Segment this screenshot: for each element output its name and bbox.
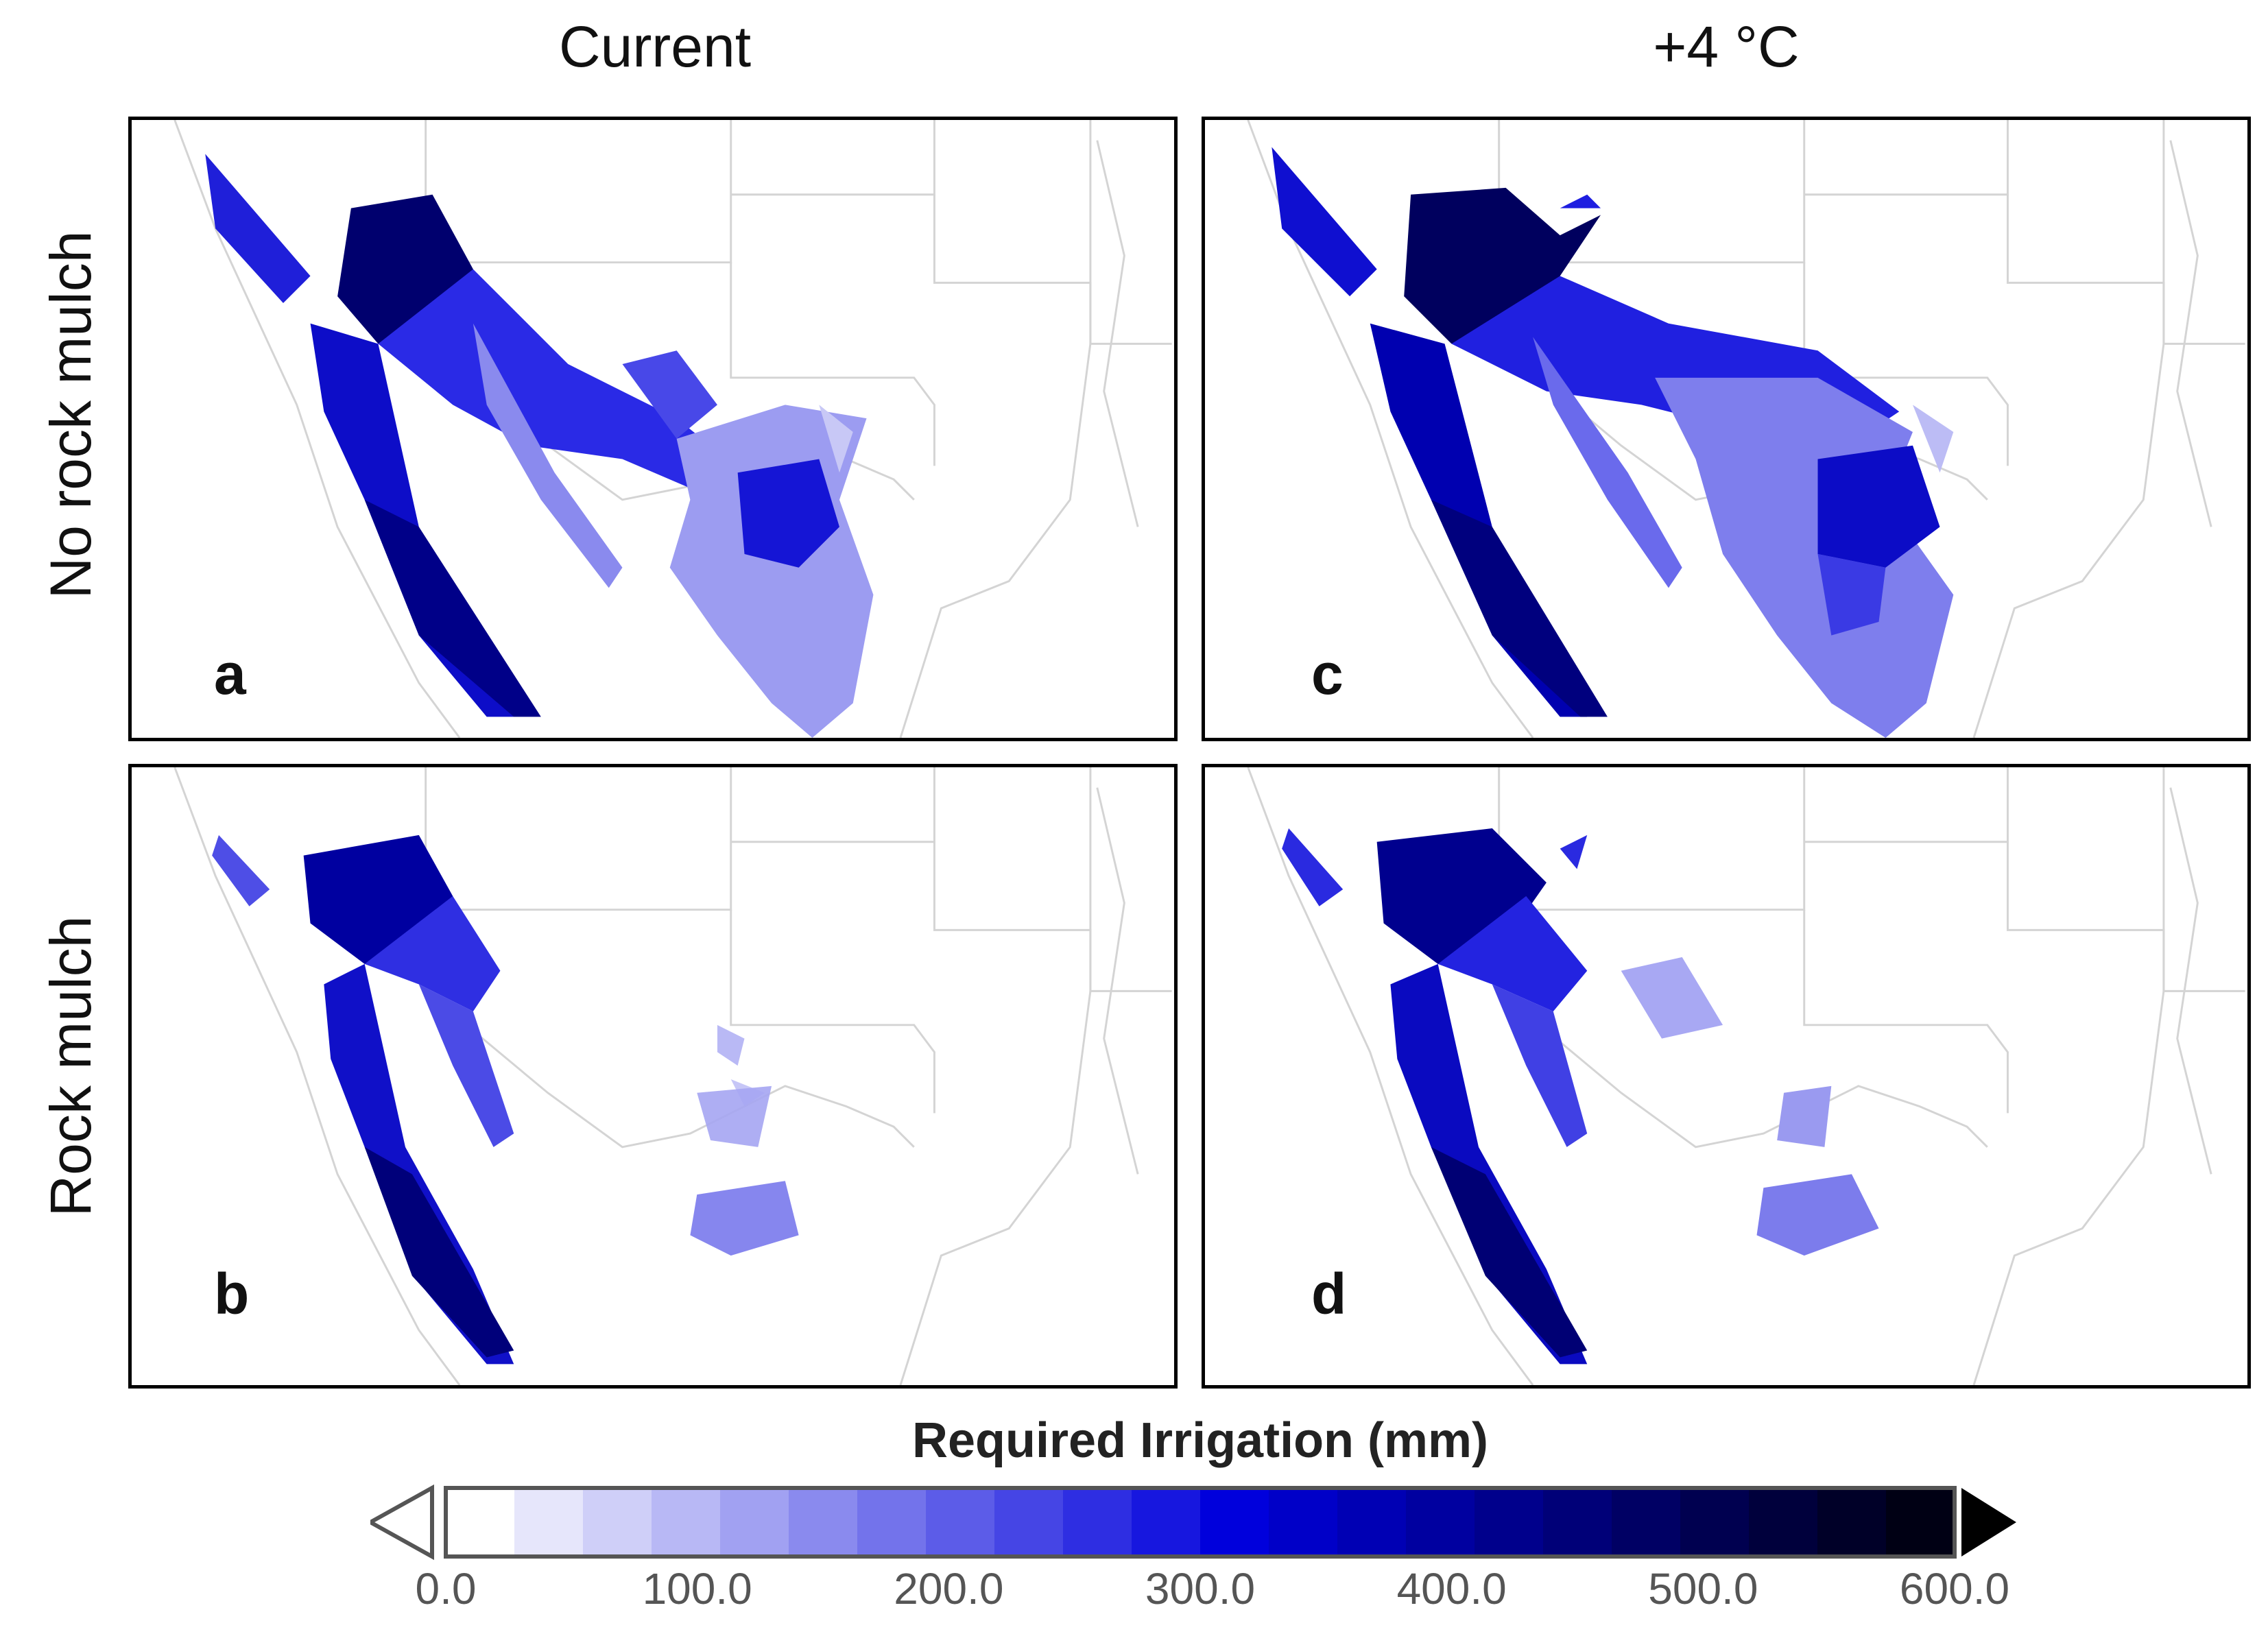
irrigation-a — [205, 154, 874, 738]
irrigation-c — [1272, 147, 1954, 738]
colorbar-swatch — [1680, 1488, 1750, 1557]
column-title-plus4: +4 °C — [1653, 14, 1800, 79]
colorbar-swatch — [1749, 1488, 1818, 1557]
map-panel-b: b — [128, 764, 1178, 1389]
map-panel-a: a — [128, 117, 1178, 741]
colorbar-extend-max — [1961, 1488, 2016, 1557]
panel-label-b: b — [214, 1262, 250, 1326]
map-b — [174, 767, 1172, 1385]
map-c — [1247, 120, 2245, 738]
colorbar-swatch — [720, 1488, 789, 1557]
colorbar-tick-label: 400.0 — [1396, 1564, 1507, 1613]
colorbar-swatch — [857, 1488, 927, 1557]
panel-label-d: d — [1311, 1262, 1347, 1326]
map-a — [174, 120, 1172, 738]
colorbar — [366, 1481, 2016, 1563]
colorbar-tick-label: 300.0 — [1145, 1564, 1256, 1613]
colorbar-tick-label: 100.0 — [642, 1564, 752, 1613]
row-title-no-mulch: No rock mulch — [38, 230, 103, 599]
colorbar-swatch — [1337, 1488, 1407, 1557]
colorbar-swatch — [926, 1488, 995, 1557]
irrigation-d — [1282, 828, 1879, 1365]
colorbar-tick-label: 500.0 — [1648, 1564, 1758, 1613]
colorbar-swatch — [1817, 1488, 1887, 1557]
colorbar-swatch — [652, 1488, 721, 1557]
colorbar-swatch — [1132, 1488, 1201, 1557]
colorbar-swatch — [1269, 1488, 1338, 1557]
panel-label-c: c — [1311, 642, 1344, 706]
colorbar-swatch — [1200, 1488, 1269, 1557]
colorbar-swatch — [583, 1488, 652, 1557]
colorbar-swatch — [446, 1488, 515, 1557]
colorbar-swatch — [1475, 1488, 1544, 1557]
row-title-mulch: Rock mulch — [38, 915, 103, 1217]
colorbar-swatch — [1886, 1488, 1955, 1557]
colorbar-swatch — [1063, 1488, 1132, 1557]
colorbar-swatch — [514, 1488, 584, 1557]
colorbar-tick-label: 0.0 — [415, 1564, 477, 1613]
colorbar-svg — [366, 1484, 2016, 1561]
map-panel-c: c — [1202, 117, 2251, 741]
column-title-current: Current — [558, 14, 752, 79]
colorbar-swatch — [1406, 1488, 1475, 1557]
irrigation-b — [212, 834, 799, 1365]
colorbar-swatch — [789, 1488, 858, 1557]
colorbar-swatch — [1543, 1488, 1612, 1557]
colorbar-tick-label: 200.0 — [894, 1564, 1004, 1613]
map-d — [1247, 767, 2245, 1385]
colorbar-title: Required Irrigation (mm) — [911, 1413, 1489, 1468]
panel-label-a: a — [214, 642, 246, 706]
colorbar-swatch — [994, 1488, 1064, 1557]
colorbar-swatch — [1612, 1488, 1681, 1557]
colorbar-extend-min — [366, 1484, 434, 1561]
colorbar-tick-label: 600.0 — [1899, 1564, 2010, 1613]
colorbar-frame — [444, 1486, 1957, 1559]
map-panel-d: d — [1202, 764, 2251, 1389]
